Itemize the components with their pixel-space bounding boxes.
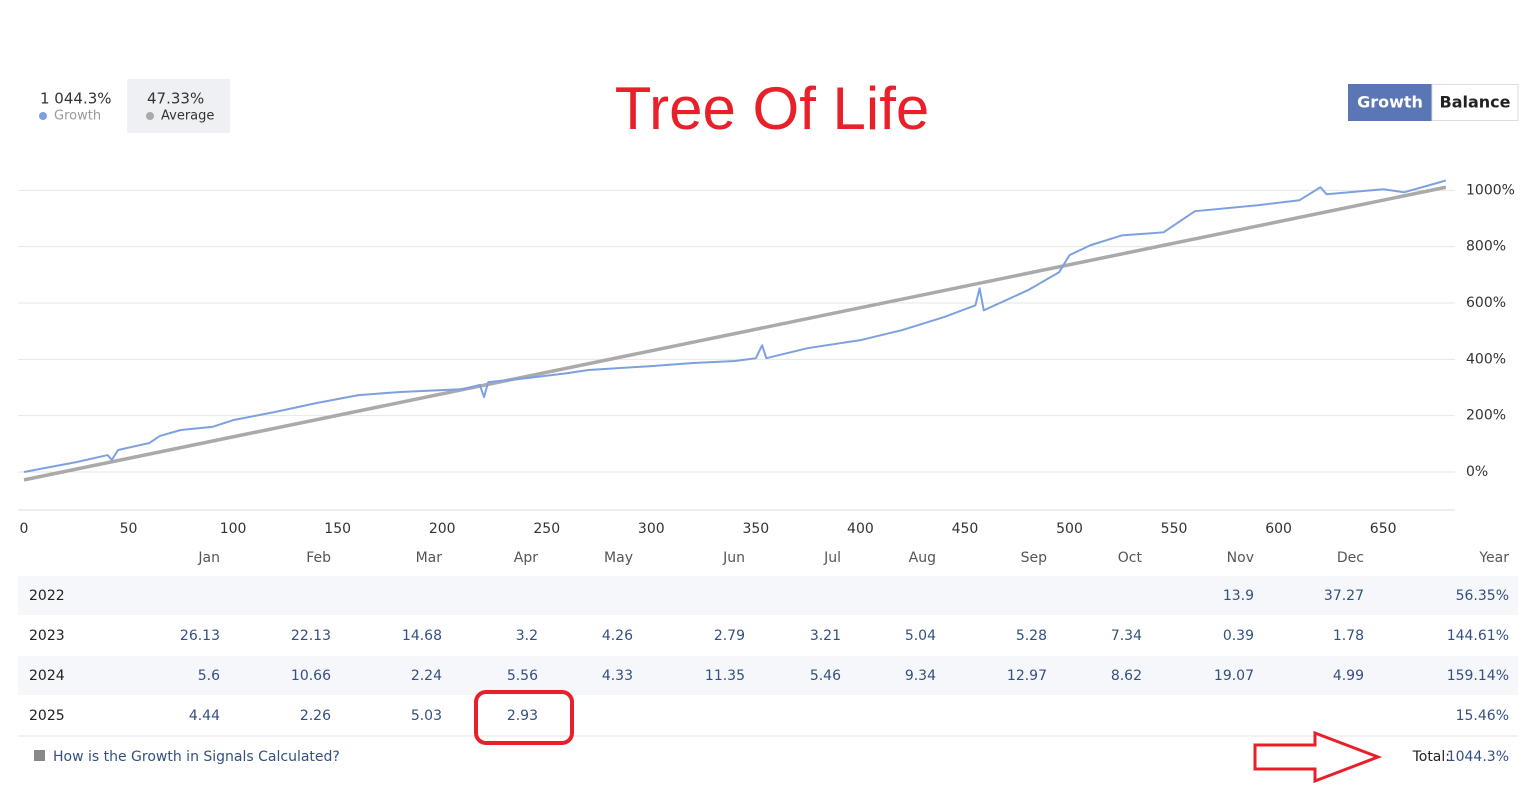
- x-tick-label: 350: [742, 521, 769, 537]
- cell: 19.07: [1214, 668, 1254, 684]
- column-header: Sep: [1021, 550, 1048, 566]
- cell: 13.9: [1223, 588, 1254, 604]
- cell: 3.2: [516, 628, 538, 644]
- stat-label: Average: [161, 109, 214, 124]
- column-header: Oct: [1118, 550, 1143, 566]
- cell: 4.44: [189, 708, 220, 724]
- cell: 5.46: [810, 668, 841, 684]
- column-header: Jan: [197, 550, 220, 566]
- cell: 4.99: [1333, 668, 1364, 684]
- cell: 12.97: [1007, 668, 1047, 684]
- chart-title: Tree Of Life: [615, 75, 930, 142]
- x-tick-label: 100: [220, 521, 247, 537]
- row-year: 2023: [29, 628, 65, 644]
- column-header: Feb: [306, 550, 331, 566]
- column-header: Apr: [514, 550, 538, 566]
- cell: 22.13: [291, 628, 331, 644]
- cell: 37.27: [1324, 588, 1364, 604]
- cell: 2.26: [300, 708, 331, 724]
- cell: 5.03: [411, 708, 442, 724]
- x-tick-label: 300: [638, 521, 665, 537]
- column-header: Jun: [722, 550, 745, 566]
- x-tick-label: 150: [324, 521, 351, 537]
- y-tick-label: 1000%: [1466, 182, 1515, 198]
- column-header: Mar: [416, 550, 443, 566]
- row-year: 2025: [29, 708, 65, 724]
- cell: 4.26: [602, 628, 633, 644]
- x-tick-label: 500: [1056, 521, 1083, 537]
- row-year: 2024: [29, 668, 65, 684]
- x-tick-label: 650: [1370, 521, 1397, 537]
- column-header: May: [604, 550, 633, 566]
- cell: 159.14%: [1447, 668, 1509, 684]
- cell: 26.13: [180, 628, 220, 644]
- stat-box: [127, 79, 230, 133]
- column-header: Nov: [1227, 550, 1254, 566]
- total-value: 1044.3%: [1447, 749, 1509, 765]
- cell: 4.33: [602, 668, 633, 684]
- row-bg: [18, 656, 1518, 695]
- icon: [34, 750, 45, 761]
- toggle-button[interactable]: [1348, 84, 1432, 121]
- help-link[interactable]: How is the Growth in Signals Calculated?: [53, 749, 340, 765]
- legend-dot: [39, 112, 47, 120]
- x-tick-label: 600: [1265, 521, 1292, 537]
- x-tick-label: 400: [847, 521, 874, 537]
- x-tick-label: 450: [952, 521, 979, 537]
- row-year: 2022: [29, 588, 65, 604]
- highlight-box: [474, 690, 574, 745]
- y-tick-label: 800%: [1466, 239, 1506, 255]
- cell: 3.21: [810, 628, 841, 644]
- cell: 1.78: [1333, 628, 1364, 644]
- total-label: Total:: [1412, 749, 1450, 765]
- cell: 10.66: [291, 668, 331, 684]
- x-tick-label: 0: [20, 521, 29, 537]
- stat-value: 47.33%: [147, 90, 204, 108]
- stat-value: 1 044.3%: [40, 90, 112, 108]
- legend-dot: [146, 112, 154, 120]
- stat-label: Growth: [54, 109, 101, 124]
- x-tick-label: 200: [429, 521, 456, 537]
- column-header: Year: [1478, 550, 1509, 566]
- series-line: [23, 185, 1447, 482]
- column-header: Jul: [823, 550, 841, 566]
- cell: 5.56: [507, 668, 538, 684]
- cell: 8.62: [1111, 668, 1142, 684]
- cell: 5.04: [905, 628, 936, 644]
- y-tick-label: 200%: [1466, 408, 1506, 424]
- column-header: Aug: [909, 550, 936, 566]
- cell: 2.79: [714, 628, 745, 644]
- cell: 5.28: [1016, 628, 1047, 644]
- cell: 15.46%: [1456, 708, 1509, 724]
- cell: 14.68: [402, 628, 442, 644]
- y-tick-label: 0%: [1466, 464, 1488, 480]
- row-bg: [18, 576, 1518, 615]
- y-tick-label: 400%: [1466, 351, 1506, 367]
- cell: 9.34: [905, 668, 936, 684]
- toggle-label: Growth: [1357, 93, 1423, 112]
- arrow: [1253, 730, 1383, 784]
- y-tick-label: 600%: [1466, 295, 1506, 311]
- cell: 144.61%: [1447, 628, 1509, 644]
- toggle-button[interactable]: [1431, 84, 1519, 121]
- cell: 11.35: [705, 668, 745, 684]
- x-tick-label: 50: [120, 521, 138, 537]
- cell: 7.34: [1111, 628, 1142, 644]
- cell: 0.39: [1223, 628, 1254, 644]
- column-header: Dec: [1337, 550, 1364, 566]
- x-tick-label: 250: [533, 521, 560, 537]
- cell: 2.93: [507, 708, 538, 724]
- cell: 5.6: [198, 668, 220, 684]
- x-tick-label: 550: [1161, 521, 1188, 537]
- cell: 2.24: [411, 668, 442, 684]
- series-line: [23, 179, 1447, 473]
- cell: 56.35%: [1456, 588, 1509, 604]
- toggle-label: Balance: [1440, 93, 1511, 112]
